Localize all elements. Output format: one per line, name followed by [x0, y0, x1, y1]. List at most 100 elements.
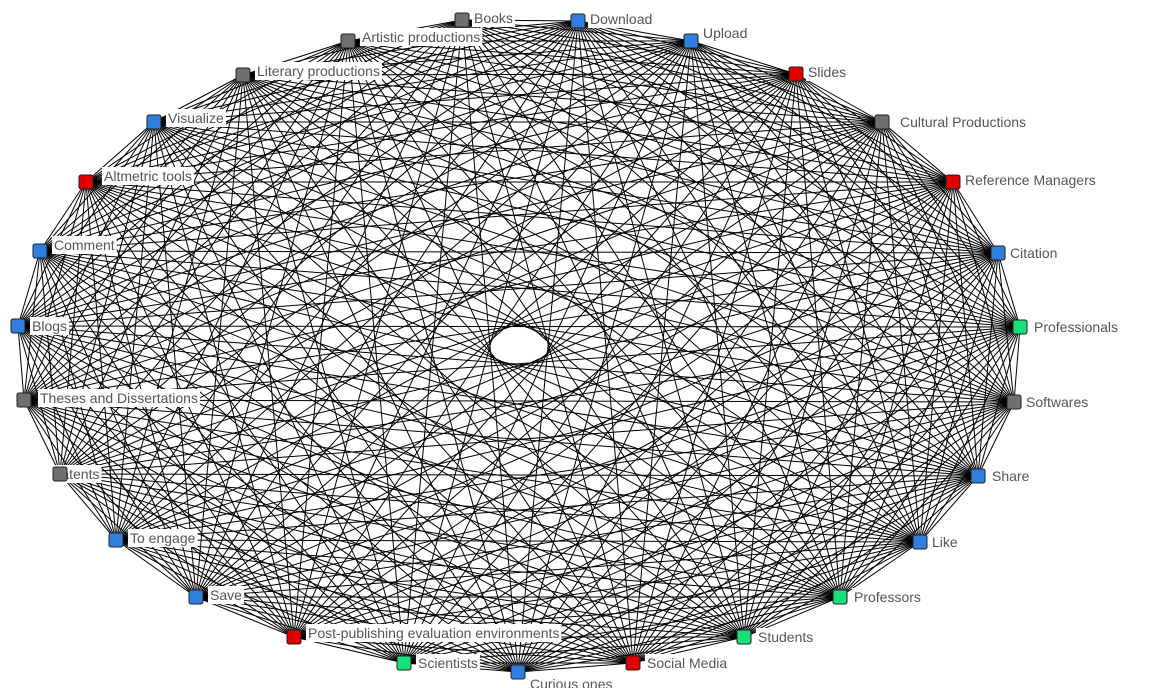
node-marker[interactable] [10, 318, 26, 334]
edge-cultural-productions-social-media [632, 121, 883, 664]
node-upload[interactable]: Upload [683, 24, 750, 49]
node-marker[interactable] [340, 33, 356, 49]
node-social-media[interactable]: Social Media [625, 654, 730, 672]
node-label: Social Media [647, 655, 727, 671]
node-marker[interactable] [736, 629, 752, 645]
node-marker[interactable] [1006, 394, 1022, 410]
node-label: Students [758, 629, 813, 645]
edge-books-cultural-productions [461, 19, 883, 123]
node-marker[interactable] [396, 655, 412, 671]
node-marker[interactable] [683, 33, 699, 49]
node-marker[interactable] [286, 629, 302, 645]
edge-social-media-literary-productions [242, 74, 634, 664]
edge-professionals-altmetric-tools [85, 181, 1021, 328]
node-marker[interactable] [1012, 319, 1028, 335]
node-cultural-productions[interactable]: Cultural Productions [874, 113, 1029, 131]
node-artistic-productions[interactable]: Artistic productions [340, 28, 483, 49]
edge-patents-theses [23, 399, 61, 475]
node-marker[interactable] [970, 468, 986, 484]
edge-save-visualize [153, 121, 197, 598]
edge-to-engage-artistic-productions [115, 40, 349, 541]
node-scientists[interactable]: Scientists [396, 654, 480, 672]
node-literary-productions[interactable]: Literary productions [235, 62, 382, 83]
edge-download-students [577, 20, 745, 638]
edge-share-patents [59, 473, 979, 477]
edge-reference-managers-patents [59, 181, 954, 475]
node-marker[interactable] [510, 664, 526, 680]
edge-save-blogs [17, 325, 197, 598]
edge-softwares-to-engage [115, 401, 1015, 541]
node-books[interactable]: Books [454, 9, 515, 28]
node-post-publishing[interactable]: Post-publishing evaluation environments [286, 624, 562, 645]
node-marker[interactable] [912, 534, 928, 550]
node-marker[interactable] [454, 12, 470, 28]
node-label-background [1032, 318, 1121, 336]
node-label: Scientists [418, 655, 478, 671]
edge-visualize-artistic-productions [153, 40, 349, 123]
edge-post-publishing-artistic-productions [293, 40, 349, 638]
node-save[interactable]: Save [188, 586, 245, 605]
node-marker[interactable] [108, 532, 124, 548]
node-marker[interactable] [570, 13, 586, 29]
edge-softwares-patents [59, 401, 1015, 475]
node-reference-managers[interactable]: Reference Managers [945, 171, 1098, 190]
node-marker[interactable] [188, 589, 204, 605]
edge-social-media-artistic-productions [347, 40, 634, 664]
node-marker[interactable] [235, 67, 251, 83]
node-marker[interactable] [32, 243, 48, 259]
node-marker[interactable] [874, 114, 890, 130]
node-blogs[interactable]: Blogs [10, 317, 70, 335]
edge-books-post-publishing [293, 19, 463, 638]
node-label: Softwares [1026, 394, 1088, 410]
edge-students-artistic-productions [347, 40, 745, 638]
node-professors[interactable]: Professors [832, 588, 923, 606]
node-marker[interactable] [990, 245, 1006, 261]
edge-share-artistic-productions [347, 40, 979, 477]
node-altmetric-tools[interactable]: Altmetric tools [78, 167, 194, 190]
node-label: Professionals [1034, 319, 1118, 335]
edge-professionals-theses [23, 326, 1021, 401]
node-patents[interactable]: Patents [50, 465, 102, 483]
edge-students-comment [39, 250, 745, 638]
node-like[interactable]: Like [912, 533, 960, 551]
node-comment[interactable]: Comment [32, 236, 117, 259]
node-softwares[interactable]: Softwares [1006, 393, 1091, 411]
edge-professors-comment [39, 250, 841, 598]
node-curious-ones[interactable]: Curious ones [510, 664, 615, 688]
edge-reference-managers-comment [39, 181, 954, 252]
node-marker[interactable] [146, 114, 162, 130]
edge-like-artistic-productions [347, 40, 921, 543]
node-marker[interactable] [16, 392, 32, 408]
edge-professors-literary-productions [242, 74, 841, 598]
node-citation[interactable]: Citation [990, 244, 1060, 262]
node-label-background [416, 654, 480, 672]
node-visualize[interactable]: Visualize [146, 109, 226, 130]
node-marker[interactable] [625, 655, 641, 671]
node-marker[interactable] [788, 66, 804, 82]
edge-softwares-share [977, 401, 1015, 477]
node-label-background [102, 167, 194, 185]
node-label: Altmetric tools [104, 168, 192, 184]
node-label-background [1024, 393, 1091, 411]
node-slides[interactable]: Slides [788, 63, 849, 82]
edge-citation-comment [39, 250, 999, 254]
node-marker[interactable] [78, 174, 94, 190]
node-professionals[interactable]: Professionals [1012, 318, 1121, 336]
node-theses[interactable]: Theses and Dissertations [16, 389, 200, 408]
edge-softwares-social-media [632, 401, 1015, 664]
edge-slides-social-media [632, 73, 797, 664]
node-download[interactable]: Download [570, 10, 655, 29]
node-students[interactable]: Students [736, 628, 816, 646]
edge-upload-save [195, 40, 692, 598]
node-to-engage[interactable]: To engage [108, 529, 198, 548]
edge-like-literary-productions [242, 74, 921, 543]
edge-slides-patents [59, 73, 797, 475]
node-marker[interactable] [832, 589, 848, 605]
edge-students-visualize [153, 121, 745, 638]
edge-like-altmetric-tools [85, 181, 921, 543]
node-marker[interactable] [52, 466, 68, 482]
node-marker[interactable] [945, 174, 961, 190]
node-share[interactable]: Share [970, 467, 1032, 485]
edge-post-publishing-visualize [153, 121, 295, 638]
edge-blogs-visualize [17, 121, 155, 327]
